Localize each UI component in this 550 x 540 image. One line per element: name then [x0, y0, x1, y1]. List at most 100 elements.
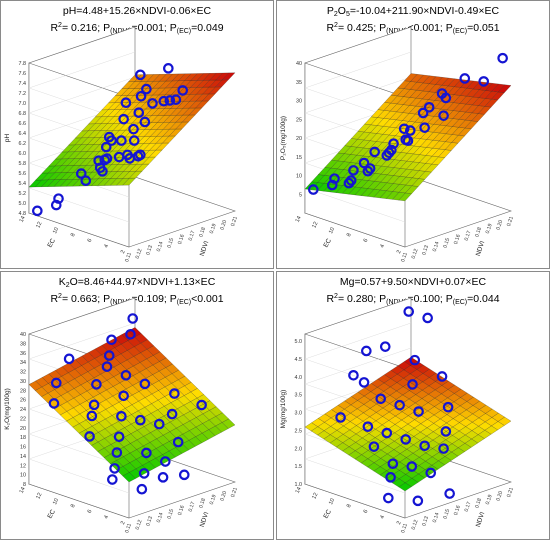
- y-tick-label: 4: [103, 515, 110, 520]
- data-point: [50, 377, 62, 389]
- surface-cell: [221, 418, 236, 429]
- z-tick-label: 6.4: [19, 131, 27, 137]
- z-tick-label: 7.6: [19, 71, 27, 77]
- data-point: [478, 76, 490, 87]
- data-point: [135, 69, 146, 81]
- chart-subtitle: R2= 0.216; P(NDVI)=0.001; P(EC)=0.049: [1, 19, 273, 38]
- data-point: [32, 205, 43, 217]
- equation-part: = 0.663; P: [61, 293, 111, 305]
- y-tick-label: 8: [70, 232, 77, 237]
- grid-line: [304, 76, 412, 114]
- data-point: [124, 153, 136, 164]
- z-tick-label: 3.5: [295, 393, 303, 399]
- grid-line: [28, 458, 130, 494]
- data-point: [100, 141, 112, 153]
- chart-subtitle: R2= 0.663; P(NDVI)=0.109; P(EC)<0.001: [1, 290, 273, 309]
- z-tick-label: 1.0: [295, 482, 303, 488]
- grid-line: [304, 458, 406, 494]
- z-tick-label: 26: [20, 398, 26, 404]
- data-point: [368, 441, 380, 452]
- equation-part: R: [50, 22, 59, 34]
- equation-part: = 0.425; P: [337, 22, 387, 34]
- data-point: [139, 378, 151, 390]
- chart-title: P2O5=-10.04+211.90×NDVI-0.49×EC: [277, 5, 549, 21]
- z-tick-label: 4.5: [295, 357, 303, 363]
- equation-part: K: [58, 276, 66, 288]
- z-tick-label: 40: [20, 332, 26, 338]
- data-point: [135, 90, 147, 102]
- x-tick-label: 0.18: [474, 226, 483, 238]
- scatter-points: [32, 63, 189, 217]
- data-point: [101, 153, 113, 164]
- data-point: [326, 179, 338, 191]
- x-tick-label: 0.11: [124, 523, 133, 534]
- x-tick-label: 0.17: [188, 501, 197, 513]
- x-tick-label: 0.13: [421, 244, 430, 256]
- panel-k2o: K2O=8.46+44.97×NDVI+1.13×EC R2= 0.663; P(…: [0, 271, 274, 540]
- y-tick-label: 14: [295, 486, 303, 494]
- grid-line: [28, 51, 136, 89]
- z-axis-title: K₂O(mg/100g): [4, 388, 11, 430]
- data-point: [106, 334, 117, 346]
- data-point: [388, 138, 399, 149]
- x-tick-label: 0.17: [188, 230, 197, 242]
- equation-part: = 0.280; P: [337, 293, 387, 305]
- z-tick-label: 7.2: [19, 91, 27, 97]
- data-point: [160, 456, 171, 467]
- y-tick-label: 14: [19, 486, 27, 494]
- data-point: [113, 431, 125, 443]
- equation-part: =0.049: [191, 22, 224, 34]
- z-tick-label: 6.6: [19, 121, 27, 127]
- z-tick-label: 8: [23, 482, 26, 488]
- equation-part: 2: [334, 293, 338, 300]
- y-tick-label: 12: [35, 221, 43, 229]
- x-axis-title: NDVI: [475, 240, 487, 257]
- equation-part: 2: [58, 293, 62, 300]
- x-tick-label: 0.13: [145, 515, 154, 527]
- data-point: [48, 398, 60, 409]
- y-tick-label: 6: [363, 238, 370, 243]
- equation-part: R: [326, 293, 335, 305]
- y-tick-label: 10: [328, 498, 336, 506]
- z-tick-label: 5: [299, 192, 302, 198]
- z-tick-label: 40: [296, 61, 302, 67]
- x-tick-label: 0.15: [442, 508, 451, 520]
- z-tick-label: 35: [296, 80, 302, 86]
- equation-part: = 0.216; P: [61, 22, 111, 34]
- data-point: [136, 483, 148, 495]
- x-tick-label: 0.11: [400, 252, 409, 263]
- equation-part: =-10.04+211.90×NDVI-0.49×EC: [349, 5, 500, 17]
- data-point: [147, 98, 158, 109]
- y-tick-label: 10: [52, 498, 60, 506]
- x-tick-label: 0.20: [495, 490, 504, 502]
- data-point: [177, 85, 189, 96]
- x-tick-label: 0.20: [219, 490, 228, 502]
- scatter-points: [335, 306, 455, 507]
- axes: 0.11 0.12 0.13 0.14 0.15 0.16 0.17 0.18 0.19 0.20…: [4, 332, 239, 534]
- data-point: [113, 151, 125, 163]
- z-tick-label: 38: [20, 341, 26, 347]
- equation-part: R: [50, 293, 59, 305]
- data-point: [91, 379, 102, 390]
- data-point: [438, 110, 449, 121]
- data-point: [111, 447, 123, 458]
- data-point: [412, 495, 424, 507]
- data-point: [178, 469, 190, 481]
- y-tick-label: 10: [328, 227, 336, 235]
- axes: 0.11 0.12 0.13 0.14 0.15 0.16 0.17 0.18 0.19 0.20…: [4, 61, 239, 263]
- data-point: [329, 173, 340, 184]
- data-point: [128, 135, 140, 146]
- x-tick-label: 0.11: [124, 252, 133, 263]
- data-point: [157, 472, 169, 483]
- chart-title: K2O=8.46+44.97×NDVI+1.13×EC: [1, 276, 273, 292]
- data-point: [403, 306, 415, 317]
- panel-mg: Mg=0.57+9.50×NDVI+0.07×EC R2= 0.280; P(ND…: [276, 271, 550, 540]
- data-point: [103, 350, 115, 361]
- data-point: [80, 175, 92, 186]
- x-tick-label: 0.21: [506, 216, 515, 228]
- data-point: [386, 144, 397, 156]
- y-tick-label: 6: [363, 509, 370, 514]
- x-tick-label: 0.12: [135, 519, 144, 531]
- data-point: [361, 345, 372, 357]
- x-tick-label: 0.14: [432, 241, 441, 253]
